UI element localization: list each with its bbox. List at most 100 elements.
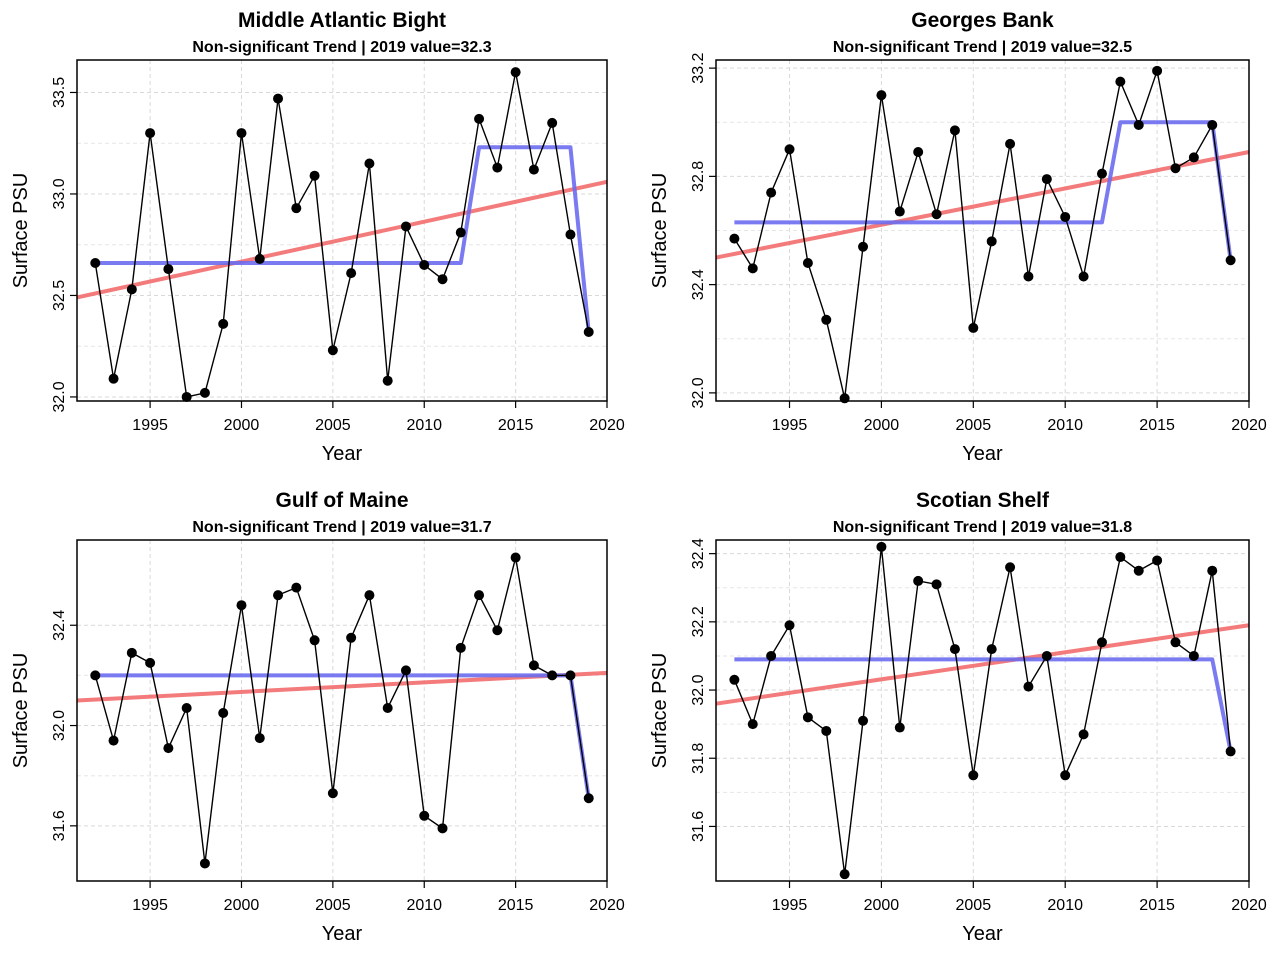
data-point	[327, 345, 338, 356]
plot-frame	[76, 539, 608, 882]
x-tick-label: 2000	[864, 897, 900, 914]
x-axis-label: Year	[962, 443, 1003, 465]
y-tick-label: 33.2	[690, 52, 707, 83]
data-point	[1133, 565, 1144, 576]
chart-title: Middle Atlantic Bight	[238, 9, 446, 32]
data-point	[1188, 152, 1199, 163]
data-point	[1152, 65, 1163, 76]
y-tick-label: 31.6	[51, 810, 68, 841]
data-point	[1170, 637, 1181, 648]
chart-subtitle: Non-significant Trend | 2019 value=32.5	[833, 39, 1132, 56]
data-point	[986, 644, 997, 655]
x-tick-label: 2000	[864, 417, 900, 434]
y-tick-label: 32.2	[690, 606, 707, 637]
data-point	[1225, 255, 1236, 266]
x-tick-label: 2010	[406, 897, 442, 914]
data-point	[1115, 76, 1126, 87]
data-point	[747, 263, 758, 274]
data-point	[858, 715, 869, 726]
data-point	[821, 725, 832, 736]
data-point	[382, 375, 393, 386]
data-point	[528, 164, 539, 175]
data-point	[949, 644, 960, 655]
data-point	[364, 590, 375, 601]
y-tick-label: 32.0	[690, 674, 707, 705]
plot-frame	[76, 59, 608, 402]
data-point	[747, 719, 758, 730]
data-point	[437, 274, 448, 285]
data-point	[364, 158, 375, 169]
x-tick-label: 2005	[956, 417, 992, 434]
data-point	[766, 650, 777, 661]
data-point	[876, 90, 887, 101]
data-point	[199, 858, 210, 869]
data-point	[1005, 138, 1016, 149]
y-tick-label: 31.6	[690, 811, 707, 842]
data-point	[492, 625, 503, 636]
data-point	[218, 708, 229, 719]
chart-panel-2: Georges Bank Non-significant Trend | 2019…	[649, 9, 1267, 465]
data-point	[236, 600, 247, 611]
data-point	[729, 233, 740, 244]
x-tick-label: 2010	[1047, 417, 1083, 434]
chart-title: Scotian Shelf	[916, 489, 1050, 512]
data-point	[108, 373, 119, 384]
y-axis-label: Surface PSU	[10, 173, 32, 289]
trend-line	[76, 670, 608, 703]
x-tick-label: 2010	[1047, 897, 1083, 914]
data-point	[729, 674, 740, 685]
chart-panel-1: Middle Atlantic Bight Non-significant Tre…	[10, 9, 625, 465]
y-tick-label: 32.0	[690, 377, 707, 408]
data-point	[1207, 565, 1218, 576]
data-point	[474, 113, 485, 124]
data-point	[949, 125, 960, 136]
series-line	[94, 557, 590, 864]
data-point	[1152, 555, 1163, 566]
x-tick-label: 2020	[589, 897, 625, 914]
data-point	[254, 733, 265, 744]
data-point	[309, 170, 320, 181]
data-point	[400, 221, 411, 232]
data-point	[455, 227, 466, 238]
x-tick-label: 2020	[1231, 417, 1267, 434]
data-point	[145, 128, 156, 139]
data-point	[126, 647, 137, 658]
data-point	[291, 582, 302, 593]
data-point	[1041, 174, 1052, 185]
chart-title: Gulf of Maine	[276, 489, 409, 512]
y-tick-label: 33.0	[51, 178, 68, 209]
data-point	[1170, 163, 1181, 174]
chart-title: Georges Bank	[911, 9, 1054, 32]
data-point	[346, 632, 357, 643]
x-tick-label: 2015	[498, 897, 534, 914]
chart-panel-3: Gulf of Maine Non-significant Trend | 201…	[10, 489, 625, 945]
y-axis-label: Surface PSU	[10, 653, 32, 769]
data-point	[1096, 637, 1107, 648]
data-point	[1060, 211, 1071, 222]
data-point	[968, 770, 979, 781]
data-point	[565, 229, 576, 240]
data-point	[181, 702, 192, 713]
y-tick-label: 32.0	[51, 710, 68, 741]
x-tick-label: 2020	[589, 417, 625, 434]
x-tick-label: 2010	[406, 417, 442, 434]
data-point	[199, 387, 210, 398]
trend-line	[76, 179, 608, 300]
data-point	[1041, 650, 1052, 661]
y-tick-label: 33.5	[51, 77, 68, 108]
y-tick-label: 31.8	[690, 743, 707, 774]
data-point	[839, 869, 850, 880]
data-point	[766, 187, 777, 198]
data-point	[492, 162, 503, 173]
x-tick-label: 1995	[772, 417, 808, 434]
regime-line	[95, 145, 591, 333]
x-tick-label: 2005	[956, 897, 992, 914]
data-point	[547, 117, 558, 128]
data-point	[1023, 271, 1034, 282]
series-line	[733, 546, 1232, 875]
x-tick-label: 1995	[132, 897, 168, 914]
data-point	[784, 144, 795, 155]
data-point	[583, 793, 594, 804]
data-point	[327, 788, 338, 799]
data-point	[1133, 119, 1144, 130]
